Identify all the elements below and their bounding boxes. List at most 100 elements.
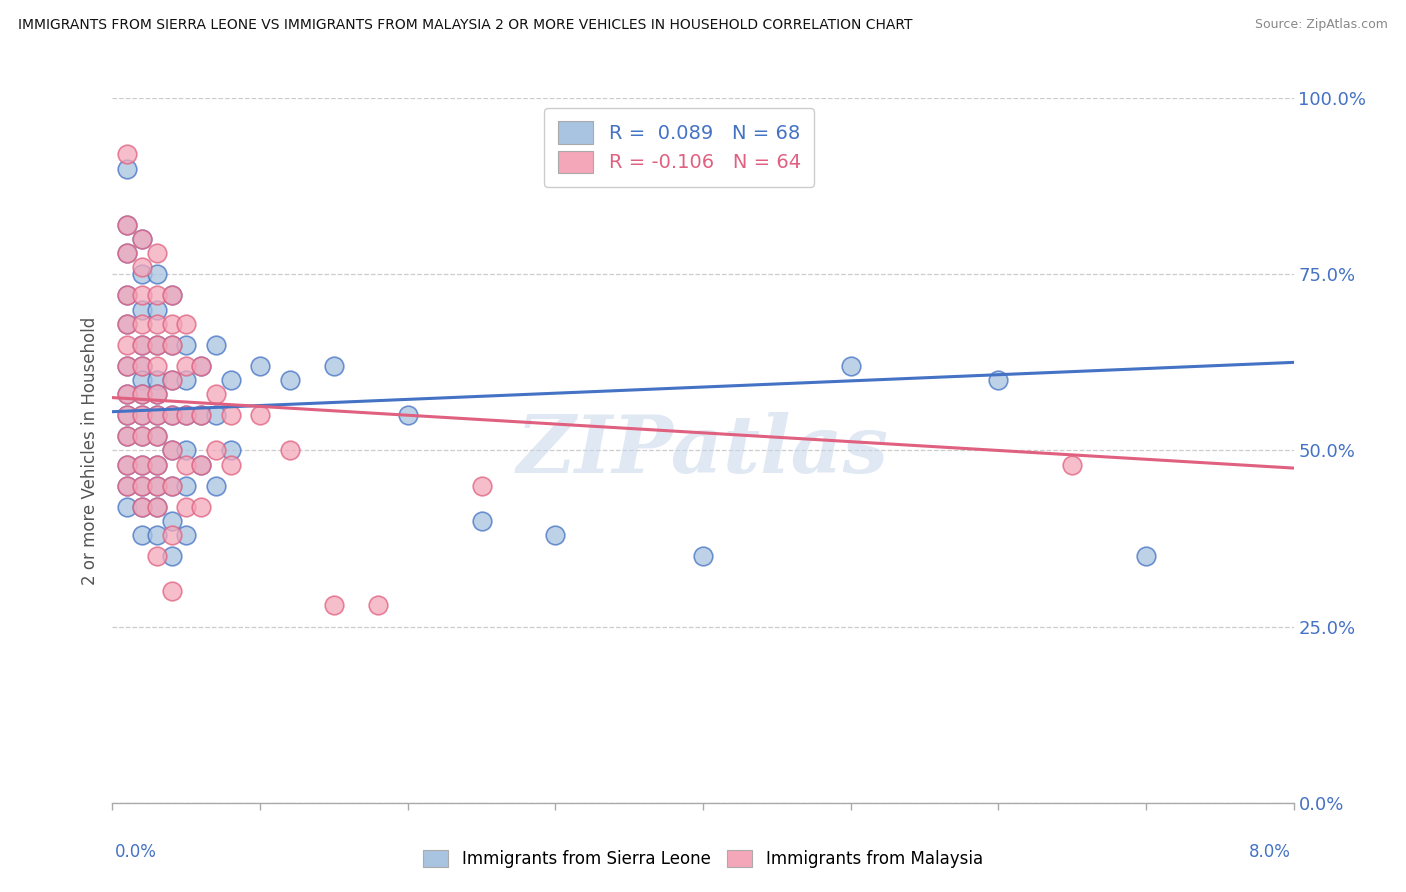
- Point: [117, 317, 138, 331]
- Text: IMMIGRANTS FROM SIERRA LEONE VS IMMIGRANTS FROM MALAYSIA 2 OR MORE VEHICLES IN H: IMMIGRANTS FROM SIERRA LEONE VS IMMIGRAN…: [18, 18, 912, 32]
- Point: [117, 288, 138, 302]
- Point: [117, 218, 138, 232]
- Point: [131, 458, 153, 472]
- Point: [190, 408, 212, 422]
- Point: [544, 528, 567, 542]
- Point: [146, 458, 169, 472]
- Point: [174, 338, 197, 352]
- Point: [146, 246, 169, 260]
- Point: [205, 338, 228, 352]
- Point: [117, 408, 138, 422]
- Point: [131, 338, 153, 352]
- Point: [396, 408, 419, 422]
- Point: [987, 373, 1010, 387]
- Point: [174, 408, 197, 422]
- Point: [131, 359, 153, 373]
- Point: [117, 458, 138, 472]
- Point: [131, 268, 153, 282]
- Point: [131, 338, 153, 352]
- Legend: R =  0.089   N = 68, R = -0.106   N = 64: R = 0.089 N = 68, R = -0.106 N = 64: [544, 108, 814, 186]
- Point: [174, 317, 197, 331]
- Point: [131, 232, 153, 246]
- Point: [131, 500, 153, 514]
- Point: [117, 478, 138, 492]
- Point: [117, 478, 138, 492]
- Point: [131, 260, 153, 275]
- Text: ZIPatlas: ZIPatlas: [517, 412, 889, 489]
- Point: [131, 528, 153, 542]
- Point: [131, 478, 153, 492]
- Point: [146, 528, 169, 542]
- Point: [146, 338, 169, 352]
- Point: [117, 161, 138, 176]
- Point: [190, 359, 212, 373]
- Point: [131, 478, 153, 492]
- Point: [160, 338, 183, 352]
- Point: [117, 338, 138, 352]
- Point: [146, 387, 169, 401]
- Point: [131, 408, 153, 422]
- Point: [146, 408, 169, 422]
- Point: [131, 302, 153, 317]
- Point: [160, 373, 183, 387]
- Point: [131, 373, 153, 387]
- Point: [146, 549, 169, 564]
- Point: [160, 478, 183, 492]
- Point: [174, 478, 197, 492]
- Point: [174, 359, 197, 373]
- Point: [146, 478, 169, 492]
- Point: [278, 373, 301, 387]
- Point: [117, 387, 138, 401]
- Point: [692, 549, 714, 564]
- Point: [117, 317, 138, 331]
- Point: [146, 408, 169, 422]
- Point: [131, 387, 153, 401]
- Point: [160, 408, 183, 422]
- Point: [131, 500, 153, 514]
- Point: [117, 147, 138, 161]
- Point: [117, 500, 138, 514]
- Point: [205, 443, 228, 458]
- Point: [146, 373, 169, 387]
- Point: [117, 408, 138, 422]
- Point: [190, 359, 212, 373]
- Y-axis label: 2 or more Vehicles in Household: 2 or more Vehicles in Household: [80, 317, 98, 584]
- Point: [1062, 458, 1084, 472]
- Point: [160, 288, 183, 302]
- Point: [190, 408, 212, 422]
- Point: [146, 359, 169, 373]
- Point: [160, 408, 183, 422]
- Point: [146, 500, 169, 514]
- Point: [219, 458, 242, 472]
- Point: [190, 500, 212, 514]
- Point: [190, 458, 212, 472]
- Point: [205, 478, 228, 492]
- Point: [117, 246, 138, 260]
- Point: [146, 500, 169, 514]
- Point: [131, 232, 153, 246]
- Point: [117, 246, 138, 260]
- Point: [323, 599, 346, 613]
- Point: [249, 408, 271, 422]
- Point: [131, 387, 153, 401]
- Point: [146, 338, 169, 352]
- Point: [205, 387, 228, 401]
- Point: [131, 288, 153, 302]
- Point: [131, 317, 153, 331]
- Point: [160, 288, 183, 302]
- Legend: Immigrants from Sierra Leone, Immigrants from Malaysia: Immigrants from Sierra Leone, Immigrants…: [415, 842, 991, 877]
- Point: [117, 458, 138, 472]
- Point: [174, 443, 197, 458]
- Point: [174, 408, 197, 422]
- Point: [146, 429, 169, 443]
- Point: [219, 373, 242, 387]
- Point: [146, 429, 169, 443]
- Point: [219, 443, 242, 458]
- Point: [471, 514, 494, 528]
- Point: [146, 302, 169, 317]
- Point: [160, 528, 183, 542]
- Point: [131, 408, 153, 422]
- Point: [160, 317, 183, 331]
- Point: [160, 549, 183, 564]
- Point: [1135, 549, 1157, 564]
